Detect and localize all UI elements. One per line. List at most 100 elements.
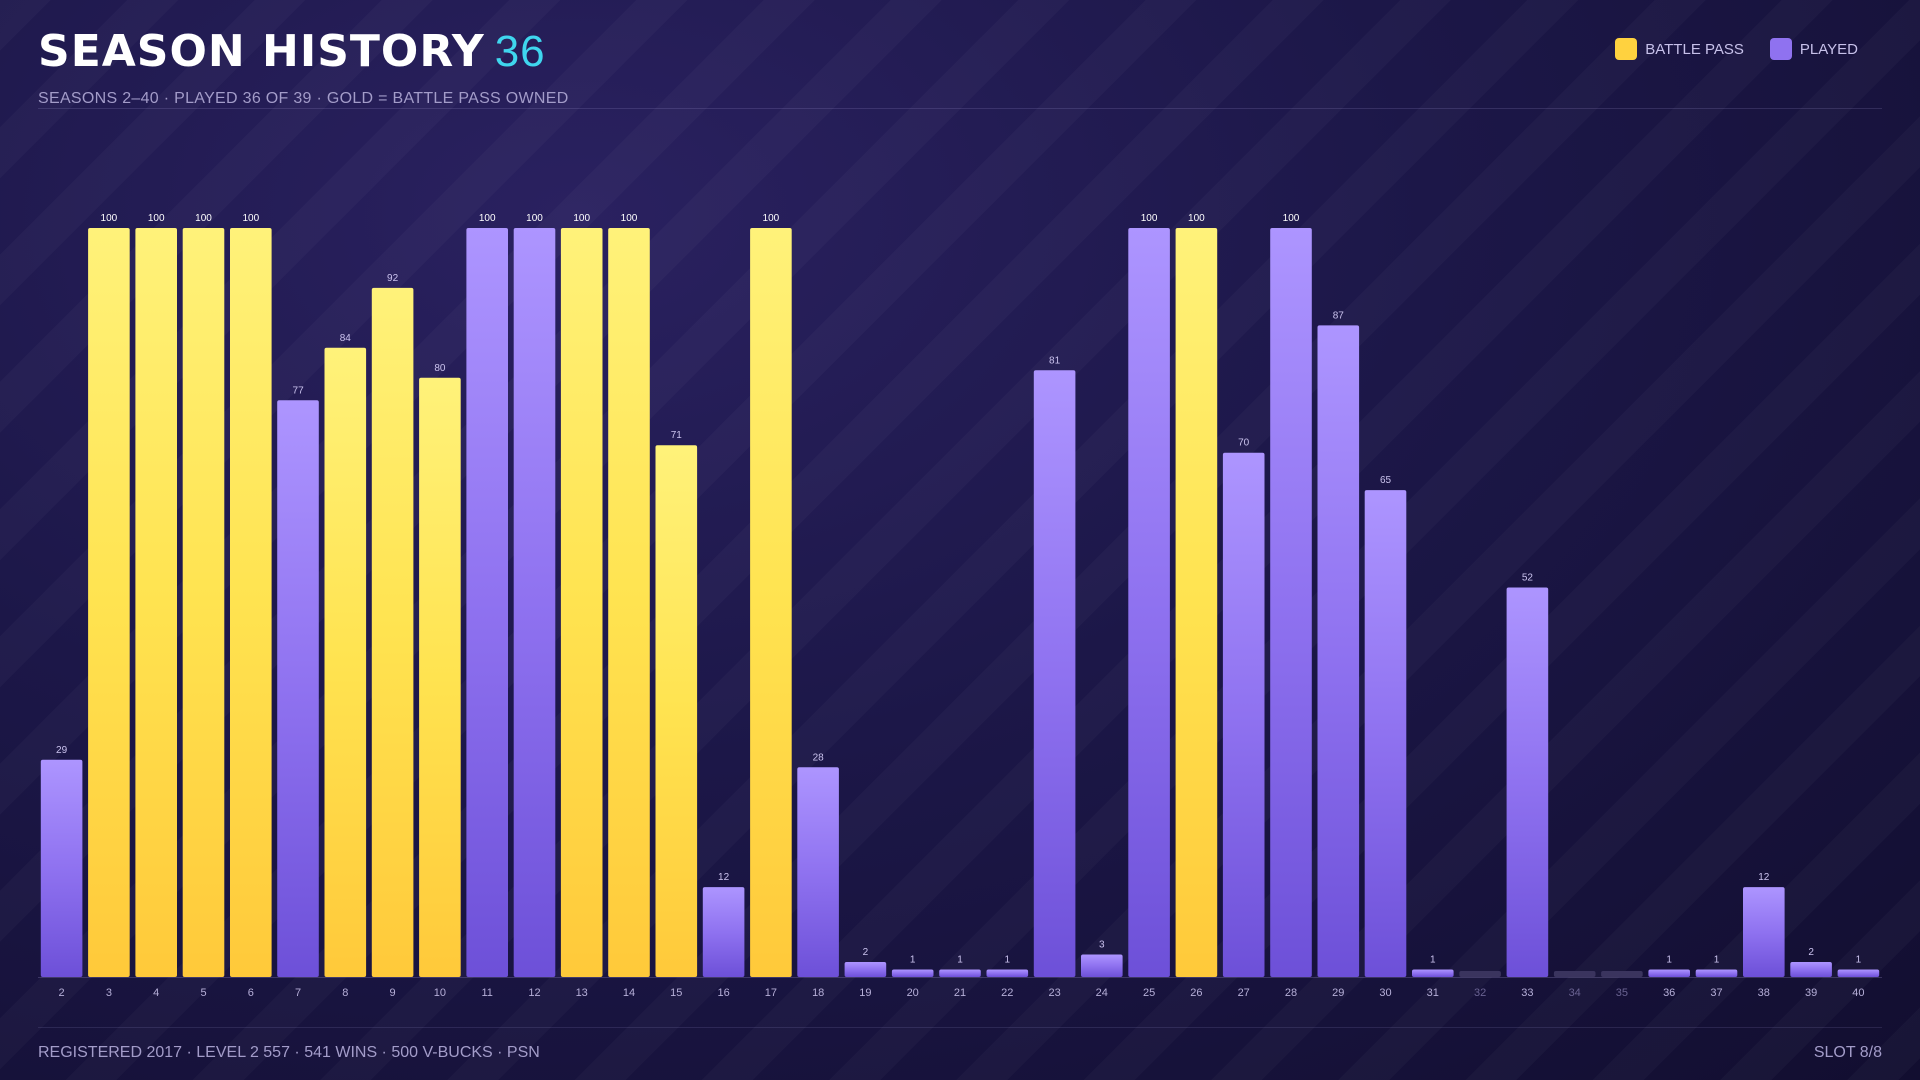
value-label-season-12: 100 xyxy=(526,213,543,224)
bar-season-36 xyxy=(1648,969,1690,977)
page-subtitle: SEASONS 2–40 · PLAYED 36 OF 39 · GOLD = … xyxy=(38,90,569,107)
bar-season-15 xyxy=(655,445,698,977)
legend: BATTLE PASS PLAYED xyxy=(1615,38,1858,60)
value-label-season-13: 100 xyxy=(573,213,590,224)
bar-season-22 xyxy=(986,969,1029,977)
tick-label-season-3: 3 xyxy=(106,987,112,999)
tick-label-season-36: 36 xyxy=(1663,987,1675,999)
footer-divider xyxy=(38,1027,1882,1028)
tick-label-season-28: 28 xyxy=(1285,987,1297,999)
value-label-season-30: 65 xyxy=(1380,475,1392,486)
tick-label-season-15: 15 xyxy=(670,987,682,999)
bar-season-23 xyxy=(1033,370,1076,977)
bar-season-8 xyxy=(324,347,367,977)
bar-season-40 xyxy=(1837,969,1880,977)
tick-label-season-4: 4 xyxy=(153,987,159,999)
legend-item-played: PLAYED xyxy=(1769,38,1858,60)
tick-label-season-7: 7 xyxy=(295,987,301,999)
value-label-season-40: 1 xyxy=(1856,955,1862,966)
tick-label-season-38: 38 xyxy=(1758,987,1770,999)
title-text: SEASON HISTORY xyxy=(38,26,485,77)
legend-swatch-played xyxy=(1769,38,1792,60)
bar-season-30 xyxy=(1364,490,1407,977)
value-label-season-36: 1 xyxy=(1666,955,1672,966)
tick-label-season-29: 29 xyxy=(1332,987,1344,999)
tick-label-season-2: 2 xyxy=(59,987,65,999)
tick-label-season-21: 21 xyxy=(954,987,966,999)
bar-season-3 xyxy=(88,228,130,977)
slot-indicator: SLOT 8/8 xyxy=(1813,1044,1882,1061)
bar-season-10 xyxy=(419,377,461,977)
value-label-season-21: 1 xyxy=(957,955,963,966)
bar-season-4 xyxy=(135,228,177,977)
tick-label-season-20: 20 xyxy=(907,987,919,999)
value-label-season-15: 71 xyxy=(671,430,683,441)
value-label-season-37: 1 xyxy=(1714,955,1720,966)
bar-season-37 xyxy=(1695,969,1738,977)
value-label-season-23: 81 xyxy=(1049,355,1061,366)
bar-season-34-not-played xyxy=(1553,971,1596,977)
tick-label-season-18: 18 xyxy=(812,987,824,999)
value-label-season-24: 3 xyxy=(1099,940,1105,951)
tick-label-season-14: 14 xyxy=(623,987,635,999)
value-label-season-26: 100 xyxy=(1188,213,1205,224)
tick-label-season-17: 17 xyxy=(765,987,777,999)
bar-season-31 xyxy=(1412,969,1454,977)
tick-label-season-37: 37 xyxy=(1710,987,1722,999)
bar-season-7 xyxy=(277,400,319,977)
value-label-season-10: 80 xyxy=(434,363,446,374)
bar-season-5 xyxy=(182,228,225,977)
page-title: SEASON HISTORY 36 xyxy=(38,26,546,77)
tick-label-season-26: 26 xyxy=(1190,987,1202,999)
value-label-season-6: 100 xyxy=(242,213,259,224)
tick-label-season-34: 34 xyxy=(1569,987,1581,999)
bar-season-16 xyxy=(702,887,745,977)
tick-label-season-40: 40 xyxy=(1852,987,1864,999)
tick-label-season-23: 23 xyxy=(1048,987,1060,999)
bar-season-39 xyxy=(1790,962,1832,977)
value-label-season-31: 1 xyxy=(1430,955,1436,966)
bars-group xyxy=(38,228,1882,978)
bar-season-26 xyxy=(1175,228,1218,977)
legend-swatch-battle-pass xyxy=(1615,38,1638,60)
legend-label-battle-pass: BATTLE PASS xyxy=(1645,40,1744,58)
bar-season-11 xyxy=(466,228,508,977)
tick-label-season-35: 35 xyxy=(1616,987,1628,999)
tick-label-season-11: 11 xyxy=(481,987,492,999)
tick-label-season-25: 25 xyxy=(1143,987,1155,999)
value-label-season-28: 100 xyxy=(1283,213,1300,224)
value-label-season-16: 12 xyxy=(718,872,730,883)
bar-season-2 xyxy=(40,759,83,977)
tick-label-season-31: 31 xyxy=(1427,987,1439,999)
tick-label-season-30: 30 xyxy=(1379,987,1391,999)
bar-season-6 xyxy=(230,228,272,977)
value-label-season-3: 100 xyxy=(101,213,118,224)
footer-info: REGISTERED 2017 · LEVEL 2 557 · 541 WINS… xyxy=(38,1044,540,1061)
tick-label-season-22: 22 xyxy=(1001,987,1013,999)
tick-label-season-24: 24 xyxy=(1096,987,1108,999)
tick-label-season-32: 32 xyxy=(1474,987,1486,999)
season-count: 36 xyxy=(494,27,546,76)
value-label-season-19: 2 xyxy=(863,947,869,958)
bar-season-32-not-played xyxy=(1459,971,1501,977)
bar-season-9 xyxy=(371,287,414,977)
bar-season-28 xyxy=(1270,228,1312,977)
tick-label-season-10: 10 xyxy=(434,987,446,999)
value-label-season-9: 92 xyxy=(387,273,399,284)
legend-item-battle-pass: BATTLE PASS xyxy=(1615,38,1744,60)
bar-season-20 xyxy=(891,969,934,977)
value-label-season-4: 100 xyxy=(148,213,165,224)
tick-label-season-16: 16 xyxy=(717,987,729,999)
value-label-season-5: 100 xyxy=(195,213,212,224)
legend-label-played: PLAYED xyxy=(1799,40,1858,58)
tick-label-season-33: 33 xyxy=(1521,987,1533,999)
bar-season-24 xyxy=(1081,954,1123,977)
bar-season-29 xyxy=(1317,325,1360,977)
value-label-season-29: 87 xyxy=(1333,310,1345,321)
value-label-season-33: 52 xyxy=(1522,573,1534,584)
bar-season-12 xyxy=(513,228,556,977)
tick-label-season-39: 39 xyxy=(1805,987,1817,999)
value-label-season-20: 1 xyxy=(910,955,916,966)
